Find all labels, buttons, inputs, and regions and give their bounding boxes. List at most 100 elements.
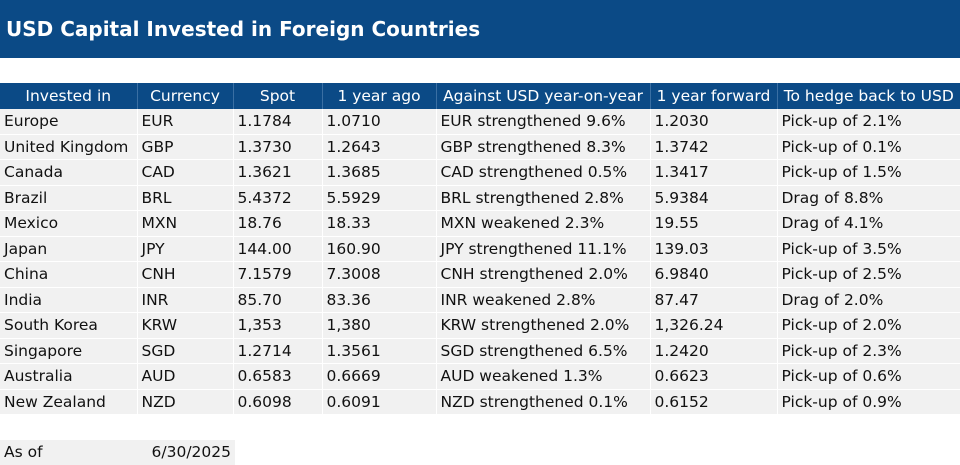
column-header-spot[interactable]: Spot [233, 83, 323, 109]
year-ago-cell[interactable]: 1.2643 [322, 134, 437, 160]
spot-cell[interactable]: 1.3730 [233, 134, 323, 160]
spot-cell[interactable]: 1.1784 [233, 109, 323, 135]
country-cell[interactable]: New Zealand [0, 389, 138, 415]
spot-cell[interactable]: 85.70 [233, 287, 323, 313]
currency-cell[interactable]: EUR [137, 109, 234, 135]
yoy-change-cell[interactable]: INR weakened 2.8% [436, 287, 651, 313]
yoy-change-cell[interactable]: KRW strengthened 2.0% [436, 312, 651, 339]
spot-cell[interactable]: 0.6098 [233, 389, 323, 415]
hedge-cell[interactable]: Drag of 4.1% [777, 210, 960, 237]
currency-cell[interactable]: INR [137, 287, 234, 313]
currency-cell[interactable]: JPY [137, 236, 234, 262]
yoy-change-cell[interactable]: EUR strengthened 9.6% [436, 109, 651, 135]
hedge-cell[interactable]: Pick-up of 0.1% [777, 134, 960, 160]
hedge-cell[interactable]: Pick-up of 0.9% [777, 389, 960, 415]
hedge-cell[interactable]: Drag of 8.8% [777, 185, 960, 211]
yoy-change-cell[interactable]: CAD strengthened 0.5% [436, 159, 651, 186]
year-ago-cell[interactable]: 18.33 [322, 210, 437, 237]
year-ago-cell[interactable]: 5.5929 [322, 185, 437, 211]
forward-cell[interactable]: 1,326.24 [650, 312, 778, 339]
yoy-change-cell[interactable]: AUD weakened 1.3% [436, 363, 651, 390]
forward-cell[interactable]: 0.6623 [650, 363, 778, 390]
spacer-row [0, 58, 960, 83]
forward-cell[interactable]: 6.9840 [650, 261, 778, 288]
spot-cell[interactable]: 1,353 [233, 312, 323, 339]
hedge-cell[interactable]: Pick-up of 0.6% [777, 363, 960, 390]
yoy-change-cell[interactable]: SGD strengthened 6.5% [436, 338, 651, 364]
yoy-change-cell[interactable]: CNH strengthened 2.0% [436, 261, 651, 288]
forward-cell[interactable]: 19.55 [650, 210, 778, 237]
column-header-1-year-ago[interactable]: 1 year ago [322, 83, 437, 109]
yoy-change-cell[interactable]: BRL strengthened 2.8% [436, 185, 651, 211]
forward-cell[interactable]: 139.03 [650, 236, 778, 262]
forward-cell[interactable]: 1.2030 [650, 109, 778, 135]
hedge-cell[interactable]: Pick-up of 3.5% [777, 236, 960, 262]
forward-cell[interactable]: 0.6152 [650, 389, 778, 415]
spot-cell[interactable]: 144.00 [233, 236, 323, 262]
year-ago-cell[interactable]: 0.6669 [322, 363, 437, 390]
year-ago-cell[interactable]: 1.3561 [322, 338, 437, 364]
forward-cell[interactable]: 87.47 [650, 287, 778, 313]
as-of-label: As of [0, 440, 140, 465]
currency-cell[interactable]: MXN [137, 210, 234, 237]
country-cell[interactable]: Japan [0, 236, 138, 262]
country-cell[interactable]: Europe [0, 109, 138, 135]
year-ago-cell[interactable]: 1.0710 [322, 109, 437, 135]
hedge-cell[interactable]: Drag of 2.0% [777, 287, 960, 313]
country-cell[interactable]: Canada [0, 159, 138, 186]
year-ago-cell[interactable]: 1.3685 [322, 159, 437, 186]
country-cell[interactable]: Mexico [0, 210, 138, 237]
column-header-against-usd[interactable]: Against USD year-on-year [436, 83, 651, 109]
spot-cell[interactable]: 7.1579 [233, 261, 323, 288]
country-cell[interactable]: Singapore [0, 338, 138, 364]
yoy-change-cell[interactable]: JPY strengthened 11.1% [436, 236, 651, 262]
spot-cell[interactable]: 5.4372 [233, 185, 323, 211]
year-ago-cell[interactable]: 160.90 [322, 236, 437, 262]
forward-cell[interactable]: 1.3417 [650, 159, 778, 186]
column-header-1-year-forward[interactable]: 1 year forward [650, 83, 778, 109]
spot-cell[interactable]: 0.6583 [233, 363, 323, 390]
hedge-cell[interactable]: Pick-up of 1.5% [777, 159, 960, 186]
currency-cell[interactable]: NZD [137, 389, 234, 415]
currency-cell[interactable]: GBP [137, 134, 234, 160]
table-row: China CNH 7.1579 7.3008 CNH strengthened 2.0… [0, 261, 960, 288]
table-row: United Kingdom GBP 1.3730 1.2643 GBP strengt… [0, 134, 960, 160]
country-cell[interactable]: Brazil [0, 185, 138, 211]
forward-cell[interactable]: 5.9384 [650, 185, 778, 211]
column-header-invested-in[interactable]: Invested in [0, 83, 138, 109]
table-row: New Zealand NZD 0.6098 0.6091 NZD strengthen… [0, 389, 960, 415]
spot-cell[interactable]: 1.2714 [233, 338, 323, 364]
year-ago-cell[interactable]: 7.3008 [322, 261, 437, 288]
year-ago-cell[interactable]: 0.6091 [322, 389, 437, 415]
hedge-cell[interactable]: Pick-up of 2.3% [777, 338, 960, 364]
spot-cell[interactable]: 18.76 [233, 210, 323, 237]
country-cell[interactable]: Australia [0, 363, 138, 390]
currency-cell[interactable]: CAD [137, 159, 234, 186]
currency-cell[interactable]: KRW [137, 312, 234, 339]
country-cell[interactable]: India [0, 287, 138, 313]
spot-cell[interactable]: 1.3621 [233, 159, 323, 186]
country-cell[interactable]: South Korea [0, 312, 138, 339]
forward-cell[interactable]: 1.2420 [650, 338, 778, 364]
year-ago-cell[interactable]: 1,380 [322, 312, 437, 339]
currency-cell[interactable]: CNH [137, 261, 234, 288]
column-header-hedge[interactable]: To hedge back to USD [777, 83, 960, 109]
yoy-change-cell[interactable]: NZD strengthened 0.1% [436, 389, 651, 415]
yoy-change-cell[interactable]: GBP strengthened 8.3% [436, 134, 651, 160]
currency-cell[interactable]: SGD [137, 338, 234, 364]
currency-cell[interactable]: AUD [137, 363, 234, 390]
country-cell[interactable]: United Kingdom [0, 134, 138, 160]
hedge-cell[interactable]: Pick-up of 2.1% [777, 109, 960, 135]
table-row: Europe EUR 1.1784 1.0710 EUR strengthened 9.… [0, 109, 960, 135]
table-row: South Korea KRW 1,353 1,380 KRW strengthened… [0, 312, 960, 339]
currency-cell[interactable]: BRL [137, 185, 234, 211]
hedge-cell[interactable]: Pick-up of 2.0% [777, 312, 960, 339]
table-row: Australia AUD 0.6583 0.6669 AUD weakened 1.3… [0, 363, 960, 390]
column-header-currency[interactable]: Currency [137, 83, 234, 109]
year-ago-cell[interactable]: 83.36 [322, 287, 437, 313]
forward-cell[interactable]: 1.3742 [650, 134, 778, 160]
hedge-cell[interactable]: Pick-up of 2.5% [777, 261, 960, 288]
country-cell[interactable]: China [0, 261, 138, 288]
yoy-change-cell[interactable]: MXN weakened 2.3% [436, 210, 651, 237]
page-title: USD Capital Invested in Foreign Countrie… [0, 0, 960, 58]
